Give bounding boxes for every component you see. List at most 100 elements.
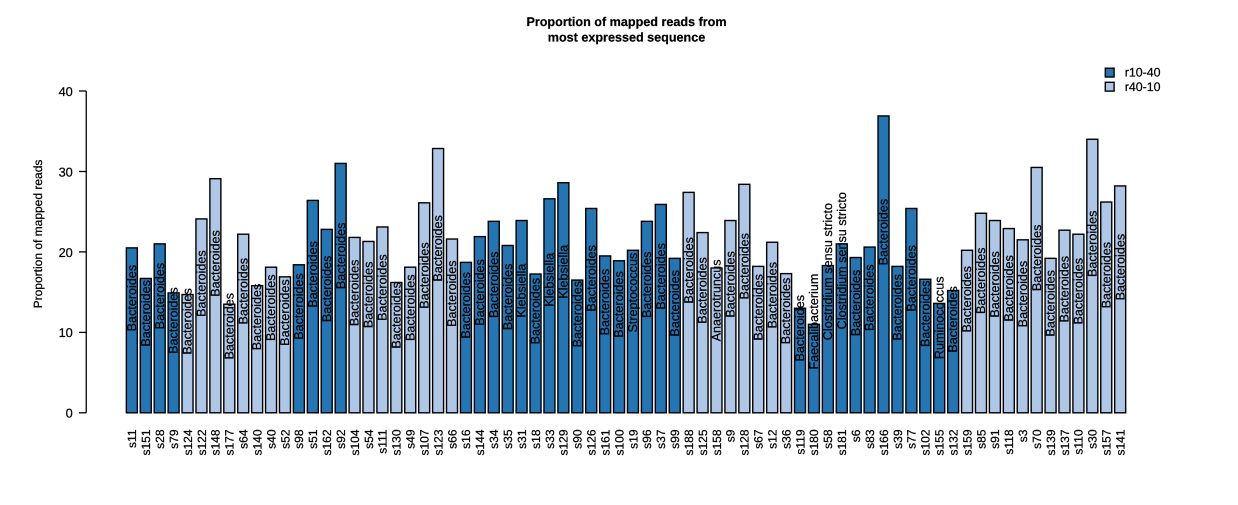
- svg-text:s110: s110: [1072, 429, 1086, 454]
- svg-text:Bacteroides: Bacteroides: [793, 295, 807, 362]
- svg-text:s30: s30: [1086, 429, 1100, 449]
- svg-text:Bacteroides: Bacteroides: [612, 271, 626, 338]
- svg-text:Bacteroides: Bacteroides: [222, 293, 236, 360]
- svg-text:s119: s119: [793, 429, 807, 454]
- svg-text:s100: s100: [612, 429, 626, 455]
- svg-text:s166: s166: [877, 429, 891, 455]
- svg-text:Bacteroides: Bacteroides: [570, 281, 584, 348]
- svg-text:s34: s34: [487, 429, 501, 449]
- svg-text:Bacteroides: Bacteroides: [724, 251, 738, 318]
- svg-text:s124: s124: [181, 429, 195, 455]
- svg-text:Bacteroides: Bacteroides: [250, 284, 264, 351]
- svg-text:Bacteroides: Bacteroides: [292, 273, 306, 340]
- svg-text:s111: s111: [376, 429, 390, 454]
- svg-text:s96: s96: [640, 429, 654, 449]
- svg-text:s64: s64: [237, 429, 251, 449]
- svg-text:Bacteroides: Bacteroides: [473, 259, 487, 326]
- svg-text:Bacteroides: Bacteroides: [529, 278, 543, 345]
- svg-text:s33: s33: [543, 429, 557, 449]
- svg-text:Bacteroides: Bacteroides: [1002, 255, 1016, 322]
- svg-text:Klebsiella: Klebsiella: [543, 253, 557, 307]
- svg-text:s36: s36: [779, 429, 793, 449]
- svg-text:s40: s40: [264, 429, 278, 449]
- svg-text:s104: s104: [348, 429, 362, 455]
- svg-text:Bacteroides: Bacteroides: [1072, 258, 1086, 325]
- svg-text:s12: s12: [765, 429, 779, 449]
- svg-text:Bacteroides: Bacteroides: [153, 263, 167, 330]
- svg-text:s123: s123: [431, 429, 445, 455]
- svg-text:s35: s35: [501, 429, 515, 449]
- svg-text:Bacteroides: Bacteroides: [974, 248, 988, 315]
- svg-text:Clostridium sensu stricto: Clostridium sensu stricto: [835, 192, 849, 329]
- svg-text:s39: s39: [891, 429, 905, 449]
- svg-text:Bacteroides: Bacteroides: [1099, 242, 1113, 309]
- svg-text:r40-10: r40-10: [1125, 80, 1161, 94]
- svg-text:Bacteroides: Bacteroides: [487, 252, 501, 319]
- svg-text:s132: s132: [946, 429, 960, 455]
- svg-text:Clostridium sensu stricto: Clostridium sensu stricto: [821, 203, 835, 340]
- svg-text:s11: s11: [125, 429, 139, 448]
- svg-text:s148: s148: [209, 429, 223, 455]
- svg-text:s107: s107: [417, 429, 431, 455]
- svg-text:Bacteroides: Bacteroides: [918, 281, 932, 348]
- svg-text:Bacteroides: Bacteroides: [167, 287, 181, 354]
- svg-text:Bacteroides: Bacteroides: [598, 269, 612, 336]
- svg-text:Bacteroides: Bacteroides: [445, 260, 459, 327]
- svg-text:s66: s66: [445, 429, 459, 449]
- svg-text:10: 10: [59, 325, 73, 340]
- svg-text:s67: s67: [752, 429, 766, 449]
- svg-text:s91: s91: [988, 429, 1002, 449]
- svg-text:Bacteroides: Bacteroides: [334, 223, 348, 290]
- svg-text:Proportion of mapped reads fro: Proportion of mapped reads from: [526, 15, 726, 29]
- svg-text:s85: s85: [974, 429, 988, 449]
- svg-text:s16: s16: [459, 429, 473, 449]
- svg-text:Bacteroides: Bacteroides: [306, 241, 320, 308]
- svg-text:Bacteroides: Bacteroides: [208, 230, 222, 297]
- svg-text:s6: s6: [849, 429, 863, 442]
- svg-text:Bacteroides: Bacteroides: [668, 270, 682, 337]
- svg-text:Bacteroides: Bacteroides: [877, 199, 891, 266]
- svg-text:s77: s77: [905, 429, 919, 449]
- svg-text:30: 30: [59, 164, 73, 179]
- svg-text:s140: s140: [250, 429, 264, 455]
- svg-text:s99: s99: [668, 429, 682, 449]
- svg-text:Bacteroides: Bacteroides: [1030, 225, 1044, 292]
- svg-text:Bacteroides: Bacteroides: [431, 215, 445, 282]
- svg-text:s181: s181: [835, 429, 849, 455]
- svg-text:Bacteroides: Bacteroides: [696, 257, 710, 324]
- svg-text:s159: s159: [960, 429, 974, 455]
- svg-text:s90: s90: [571, 429, 585, 449]
- svg-text:Bacteroides: Bacteroides: [139, 280, 153, 347]
- svg-text:s151: s151: [139, 429, 153, 455]
- svg-text:Bacteroides: Bacteroides: [362, 262, 376, 329]
- svg-text:s137: s137: [1058, 429, 1072, 455]
- svg-text:Bacteroides: Bacteroides: [501, 264, 515, 331]
- svg-text:Bacteroides: Bacteroides: [1016, 261, 1030, 328]
- svg-text:Bacteroides: Bacteroides: [320, 256, 334, 323]
- svg-text:s128: s128: [738, 429, 752, 455]
- svg-text:s130: s130: [390, 429, 404, 455]
- svg-text:Bacteroides: Bacteroides: [348, 260, 362, 327]
- svg-text:s141: s141: [1113, 429, 1127, 455]
- svg-text:s126: s126: [585, 429, 599, 455]
- svg-text:Bacteroides: Bacteroides: [181, 288, 195, 355]
- svg-text:Bacteroides: Bacteroides: [640, 252, 654, 319]
- svg-text:Bacteroides: Bacteroides: [1085, 211, 1099, 278]
- svg-text:s188: s188: [682, 429, 696, 455]
- svg-text:most expressed sequence: most expressed sequence: [548, 30, 706, 44]
- svg-text:Bacteroides: Bacteroides: [946, 286, 960, 353]
- svg-text:s9: s9: [724, 429, 738, 442]
- svg-text:Bacteroides: Bacteroides: [863, 264, 877, 331]
- svg-text:20: 20: [59, 245, 73, 260]
- svg-text:s118: s118: [1002, 429, 1016, 454]
- svg-text:s3: s3: [1016, 429, 1030, 442]
- svg-text:Bacteroides: Bacteroides: [236, 258, 250, 325]
- svg-text:Bacteroides: Bacteroides: [654, 243, 668, 310]
- svg-text:Bacteroides: Bacteroides: [389, 282, 403, 349]
- svg-text:Bacteroides: Bacteroides: [417, 242, 431, 309]
- svg-text:s144: s144: [473, 429, 487, 455]
- svg-text:Bacteroides: Bacteroides: [849, 270, 863, 337]
- svg-text:Bacteroides: Bacteroides: [264, 274, 278, 341]
- svg-text:s52: s52: [278, 429, 292, 449]
- svg-text:Bacteroides: Bacteroides: [751, 274, 765, 341]
